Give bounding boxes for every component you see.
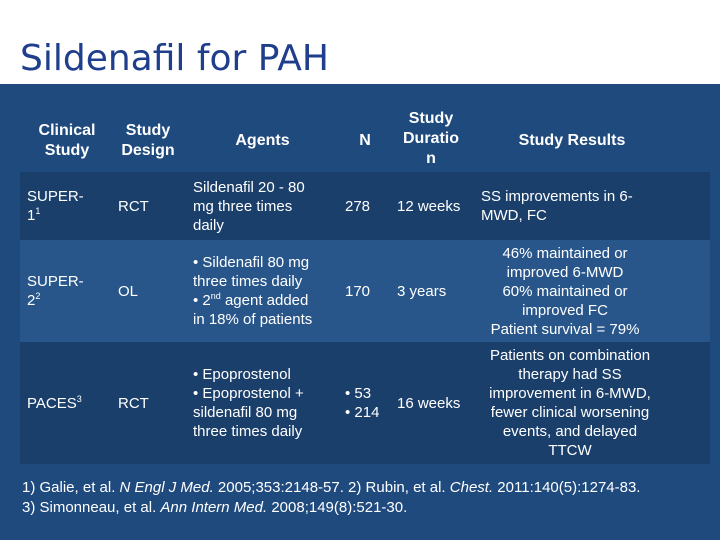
row2-agents-line1: • Sildenafil 80 mg — [193, 254, 310, 271]
slide-title: Sildenafil for PAH — [20, 38, 329, 79]
ref3-authors: 3) Simonneau, et al. — [22, 499, 161, 516]
title-bar: Sildenafil for PAH — [0, 0, 720, 84]
row2-results: 46% maintained or improved 6-MWD 60% mai… — [490, 244, 640, 338]
row2-design: OL — [118, 282, 139, 300]
row2-duration: 3 years — [397, 282, 447, 300]
row2-agents-line3b: agent added — [220, 292, 309, 309]
header-clinical-study: Clinical Study — [38, 122, 96, 159]
ref2-journal: Chest. — [449, 479, 494, 496]
row3-study-name: PACES — [27, 394, 77, 412]
header-n: N — [359, 132, 371, 149]
row2-agents-line4: in 18% of patients — [193, 311, 313, 328]
row2-agents-line2: three times daily — [193, 273, 303, 290]
row2-study: SUPER- 22 — [27, 273, 84, 309]
row2-agents: • Sildenafil 80 mg three times daily • 2… — [193, 240, 335, 342]
row-band-2 — [20, 240, 710, 342]
row1-n: 278 — [345, 197, 371, 215]
reference-line-1: 1) Galie, et al. N Engl J Med. 2005;353:… — [22, 478, 712, 498]
row1-design: RCT — [118, 197, 149, 215]
row2-agents-nd: nd — [210, 291, 221, 301]
reference-line-2: 3) Simonneau, et al. Ann Intern Med. 200… — [22, 498, 712, 518]
ref2-citation: 2011:140(5):1274-83. — [493, 479, 641, 496]
row3-study: PACES3 — [27, 342, 107, 464]
row1-results: SS improvements in 6- MWD, FC — [481, 188, 633, 224]
row2-study-ref: 2 — [35, 291, 41, 301]
row1-study: SUPER- 11 — [27, 188, 84, 224]
header-agents: Agents — [235, 132, 290, 149]
row-band-1 — [20, 172, 710, 240]
row2-agents-line3a: • 2 — [193, 292, 211, 309]
row3-results: Patients on combination therapy had SS i… — [489, 347, 651, 459]
row3-agents: • Epoprostenol • Epoprostenol + sildenaf… — [193, 366, 304, 440]
header-study-design: Study Design — [121, 122, 175, 159]
row-band-3 — [20, 342, 710, 464]
row3-duration: 16 weeks — [397, 394, 461, 412]
row2-n: 170 — [345, 282, 371, 300]
row1-agents: Sildenafil 20 - 80 mg three times daily — [193, 178, 305, 234]
row3-design: RCT — [118, 394, 149, 412]
row3-study-ref: 3 — [76, 393, 82, 404]
header-study-results: Study Results — [518, 132, 626, 149]
references: 1) Galie, et al. N Engl J Med. 2005;353:… — [22, 478, 712, 518]
row1-duration: 12 weeks — [397, 197, 461, 215]
ref1-journal: N Engl J Med. — [119, 479, 214, 496]
row1-study-ref: 1 — [35, 206, 41, 216]
header-study-duration: Study Duratio n — [403, 110, 459, 167]
ref3-citation: 2008;149(8):521-30. — [267, 499, 408, 516]
ref1-authors: 1) Galie, et al. — [22, 479, 120, 496]
ref3-journal: Ann Intern Med. — [160, 499, 268, 516]
ref1-citation: 2005;353:2148-57. 2) Rubin, et al. — [213, 479, 450, 496]
row3-n: • 53 • 214 — [345, 385, 380, 421]
